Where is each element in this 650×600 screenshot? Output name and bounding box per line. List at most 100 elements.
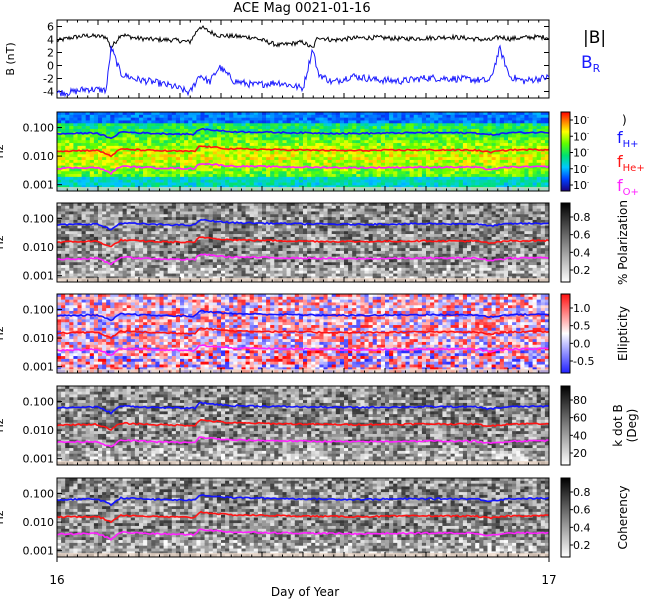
heatmap-cell [397,140,402,144]
heatmap-cell [184,140,189,144]
heatmap-cell [430,143,435,147]
heatmap-cell [528,145,533,149]
heatmap-cell [479,137,484,141]
heatmap-cell [475,151,480,155]
heatmap-cell [102,174,107,178]
heatmap-cell [134,265,140,269]
heatmap-cell [188,270,193,274]
heatmap-cell [65,185,70,189]
heatmap-cell [57,250,62,255]
heatmap-cell [438,143,443,147]
heatmap-cell [479,120,484,124]
heatmap-cell [159,151,164,155]
heatmap-cell [106,182,111,186]
heatmap-cell [114,239,119,243]
heatmap-cell [442,185,447,189]
heatmap-cell [270,154,275,158]
heatmap-cell [516,182,521,186]
heatmap-cell [89,203,95,207]
heatmap-cell [368,114,373,118]
heatmap-cell [73,128,78,133]
heatmap-cell [208,211,214,215]
heatmap-cell [270,162,275,166]
heatmap-cell [93,151,99,155]
heatmap-cell [98,217,103,221]
heatmap-cell [110,228,115,232]
heatmap-cell [503,140,509,144]
heatmap-cell [385,174,390,178]
heatmap-cell [65,114,70,118]
heatmap-cell [159,228,164,232]
heatmap-cell [454,159,460,164]
heatmap-cell [544,157,550,161]
heatmap-cell [139,168,144,172]
heatmap-cell [147,205,152,209]
heatmap-cell [89,123,95,127]
heatmap-cell [102,276,107,280]
heatmap-cell [241,182,246,186]
heatmap-cell [344,185,349,189]
heatmap-cell [397,159,402,164]
heatmap-cell [335,162,341,166]
heatmap-cell [151,234,156,238]
heatmap-cell [233,128,238,133]
heatmap-cell [253,214,259,218]
heatmap-cell [274,123,279,127]
heatmap-cell [118,182,123,186]
heatmap-cell [282,128,287,133]
heatmap-cell [134,270,140,274]
heatmap-cell [130,151,136,155]
heatmap-cell [225,222,230,226]
heatmap-cell [118,217,123,221]
heatmap-cell [495,162,501,166]
heatmap-cell [253,208,259,212]
heatmap-cell [450,159,455,164]
heatmap-cell [290,137,296,141]
heatmap-cell [376,123,382,127]
heatmap-cell [446,157,451,161]
heatmap-cell [134,117,140,121]
heatmap-cell [262,228,267,232]
heatmap-cell [249,162,255,166]
heatmap-cell [237,140,242,144]
heatmap-cell [282,162,287,166]
heatmap-cell [221,259,226,263]
heatmap-cell [450,112,455,116]
heatmap-cell [262,259,267,263]
heatmap-cell [233,182,238,186]
heatmap-cell [184,236,189,240]
heatmap-cell [508,143,513,147]
heatmap-cell [110,148,115,152]
heatmap-cell [171,265,177,269]
heatmap-cell [245,211,250,215]
heatmap-cell [524,114,529,118]
heatmap-cell [360,159,365,164]
heatmap-cell [524,140,529,144]
heatmap-cell [360,126,365,130]
heatmap-cell [89,267,95,272]
heatmap-cell [241,208,246,212]
heatmap-cell [471,143,476,147]
heatmap-cell [257,265,263,269]
heatmap-cell [118,145,123,149]
heatmap-cell [163,134,168,138]
heatmap-cell [98,231,103,235]
heatmap-cell [344,112,349,116]
heatmap-cell [257,128,263,133]
heatmap-cell [544,137,550,141]
heatmap-cell [221,174,226,178]
heatmap-cell [544,185,550,189]
heatmap-cell [356,120,361,124]
heatmap-cell [98,203,103,207]
heatmap-cell [188,174,193,178]
heatmap-cell [180,165,185,169]
heatmap-cell [389,168,394,172]
heatmap-cell [536,157,542,161]
heatmap-cell [225,214,230,218]
heatmap-cell [249,145,255,149]
heatmap-cell [175,134,181,138]
heatmap-cell [212,143,218,147]
heatmap-cell [471,179,476,183]
heatmap-cell [352,120,357,124]
heatmap-cell [126,239,132,243]
